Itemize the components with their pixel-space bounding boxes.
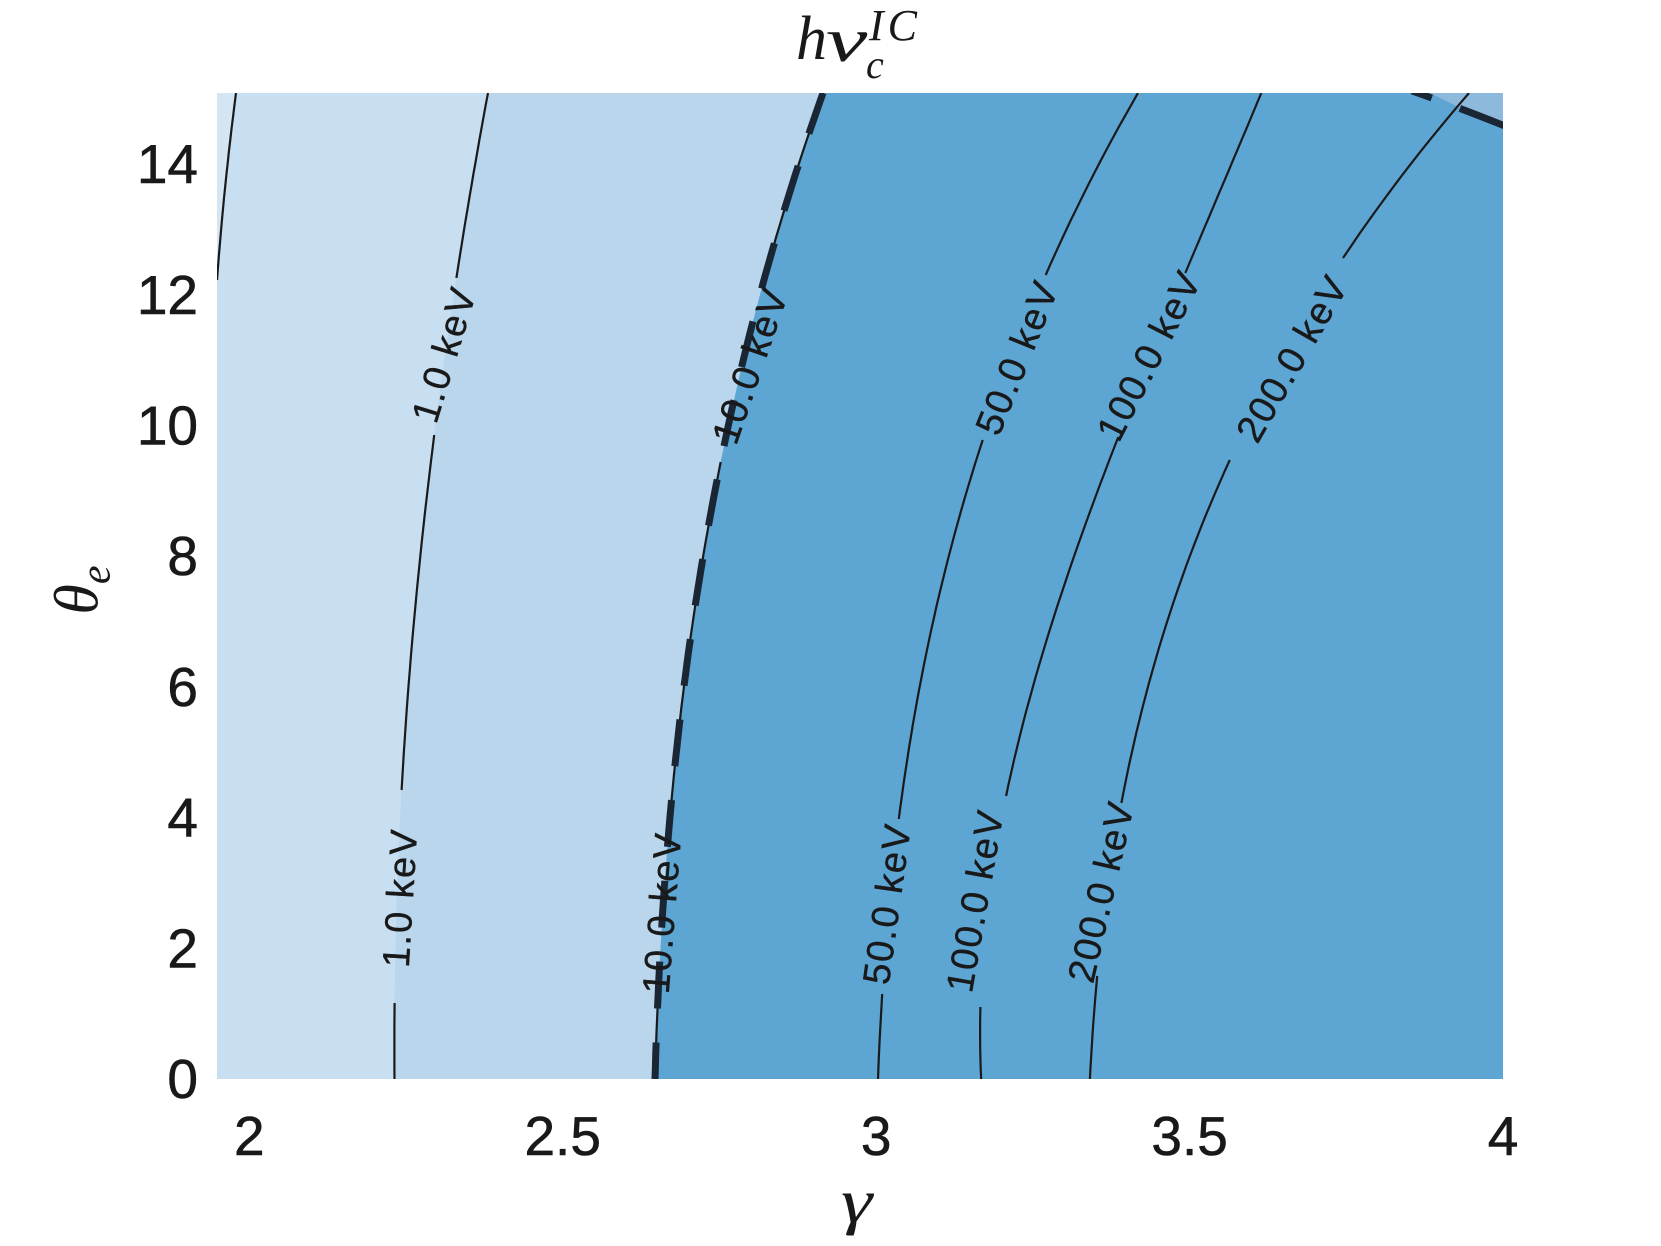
svg-text:2: 2 xyxy=(234,1105,265,1167)
svg-text:8: 8 xyxy=(167,525,198,587)
svg-text:3: 3 xyxy=(861,1105,892,1167)
svg-text:0: 0 xyxy=(167,1048,198,1110)
svg-text:14: 14 xyxy=(137,133,198,195)
svg-text:1.0 keV: 1.0 keV xyxy=(376,827,426,969)
svg-text:3.5: 3.5 xyxy=(1151,1105,1227,1167)
svg-text:10: 10 xyxy=(137,395,198,457)
svg-text:4: 4 xyxy=(167,787,198,849)
svg-text:2.5: 2.5 xyxy=(524,1105,600,1167)
svg-text:6: 6 xyxy=(167,656,198,718)
svg-text:2: 2 xyxy=(167,917,198,979)
svg-text:12: 12 xyxy=(137,264,198,326)
svg-text:4: 4 xyxy=(1488,1105,1519,1167)
